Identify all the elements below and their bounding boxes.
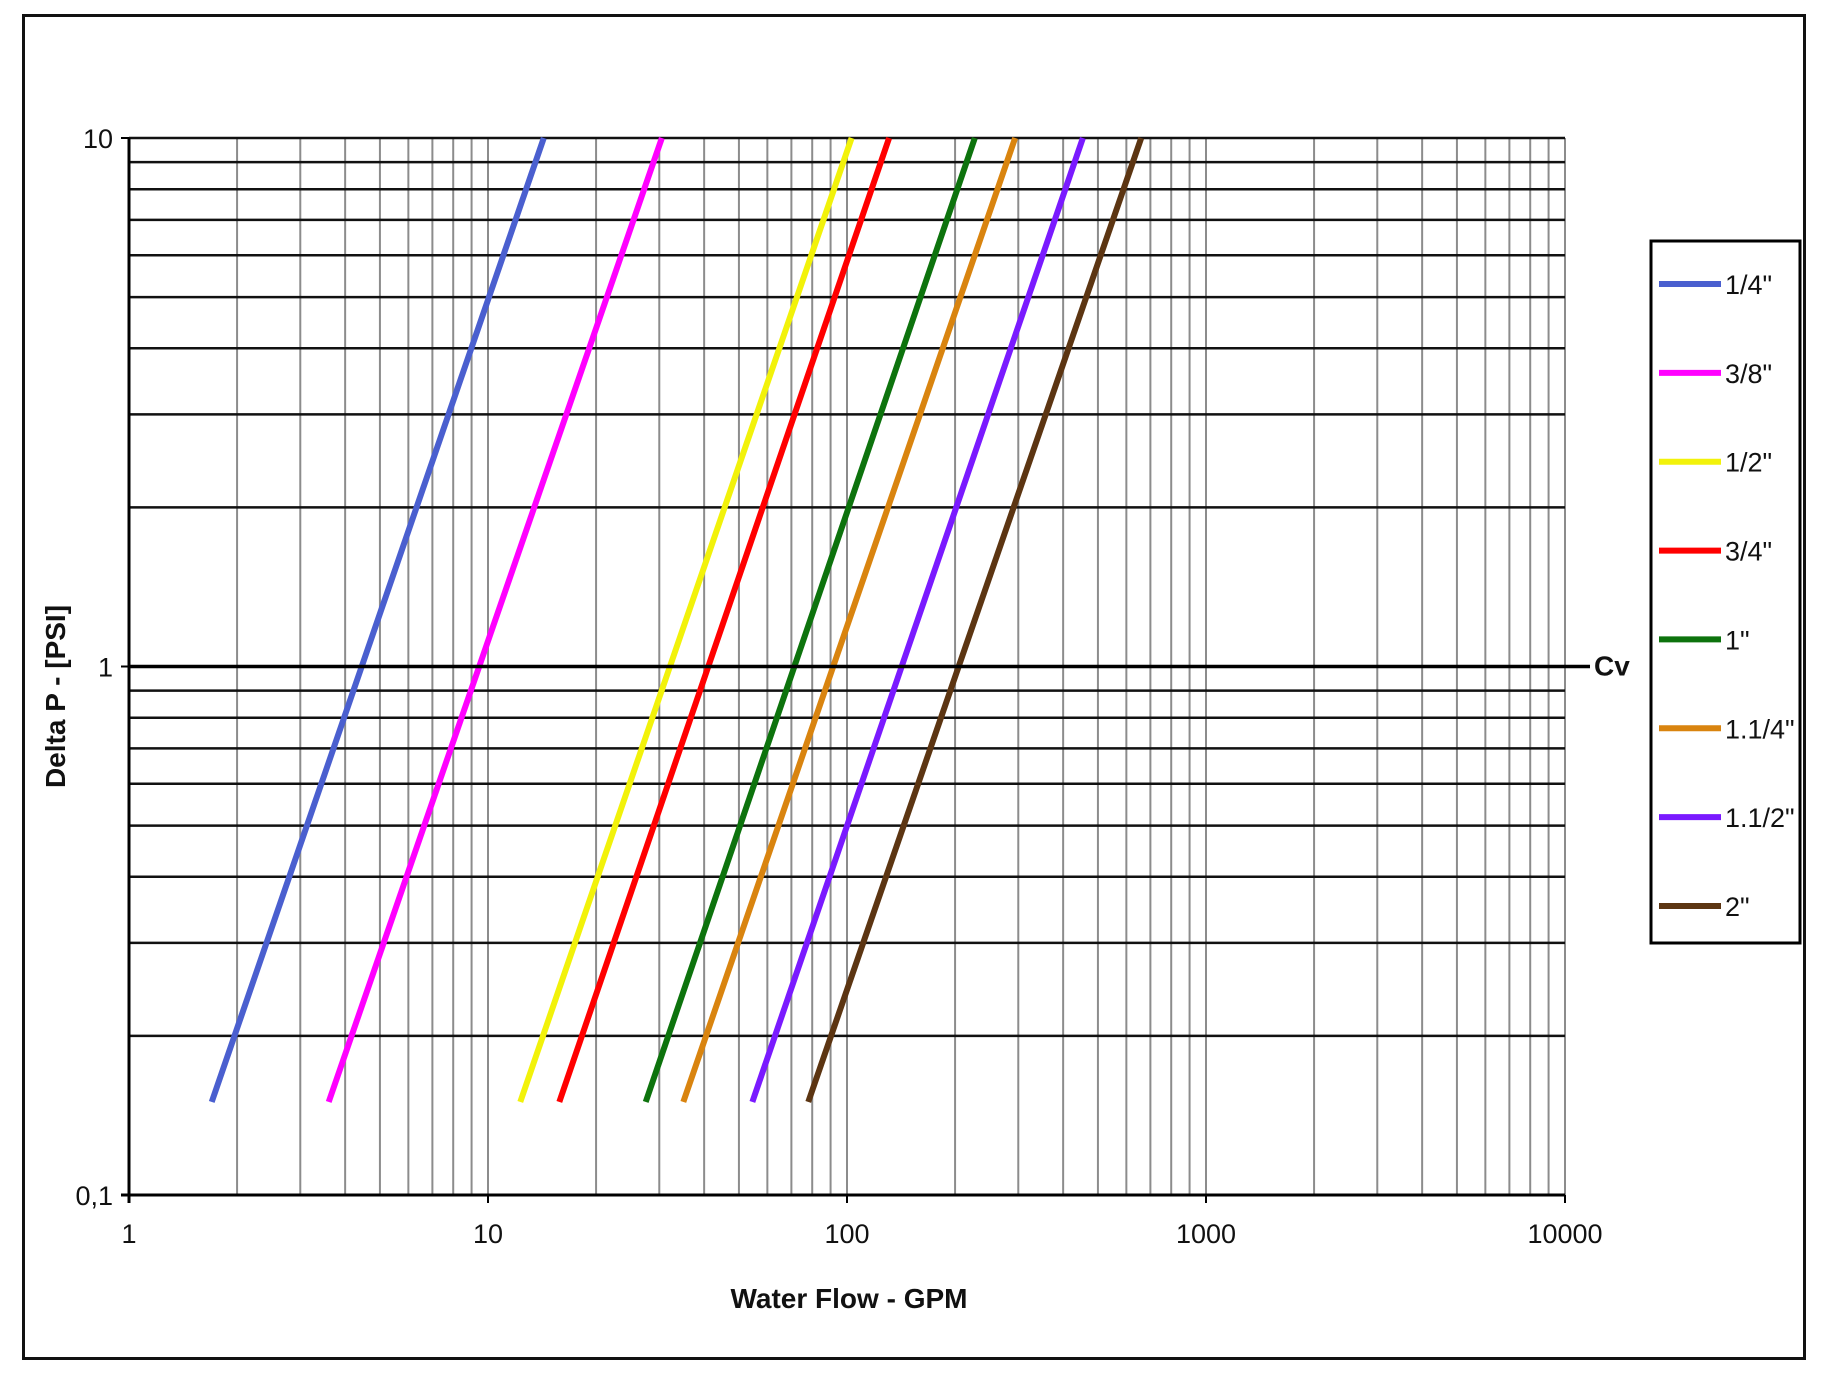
legend-label-7: 1.1/2" — [1725, 803, 1795, 833]
x-tick-label: 1 — [121, 1219, 136, 1249]
legend: 1/4" 3/8" 1/2" 3/4" 1" 1.1/4" 1.1/2" 2" — [1649, 239, 1802, 945]
legend-label-1: 1/4" — [1725, 270, 1772, 300]
series-line-3 — [517, 137, 855, 1103]
legend-label-8: 2" — [1725, 892, 1750, 922]
y-tick-label: 1 — [98, 653, 113, 683]
y-tick-label: 10 — [83, 124, 113, 154]
cv-label: Cv — [1594, 651, 1630, 682]
series-line-8 — [805, 137, 1145, 1103]
x-tick-label: 100 — [824, 1219, 869, 1249]
series-layer — [208, 137, 1145, 1103]
series-line-7 — [749, 137, 1086, 1103]
legend-label-3: 1/2" — [1725, 448, 1772, 478]
x-tick-label: 10000 — [1527, 1219, 1602, 1249]
series-line-6 — [680, 137, 1018, 1103]
x-axis-title: Water Flow - GPM — [731, 1283, 968, 1314]
series-line-2 — [325, 137, 665, 1103]
legend-label-5: 1" — [1725, 625, 1750, 655]
legend-box — [1649, 239, 1802, 945]
series-line-4 — [556, 137, 892, 1103]
y-axis-title: Delta P - [PSI] — [40, 605, 71, 788]
x-tick-label: 1000 — [1176, 1219, 1236, 1249]
legend-label-2: 3/8" — [1725, 359, 1772, 389]
axes-layer: Cv 1 10 100 1000 10000 0,1 1 10 Water Flow - GPM D… — [40, 124, 1630, 1314]
series-line-5 — [642, 137, 978, 1103]
legend-label-4: 3/4" — [1725, 537, 1772, 567]
y-tick-label: 0,1 — [75, 1181, 113, 1211]
legend-label-6: 1.1/4" — [1725, 714, 1795, 744]
series-line-1 — [208, 137, 547, 1103]
x-tick-label: 10 — [473, 1219, 503, 1249]
